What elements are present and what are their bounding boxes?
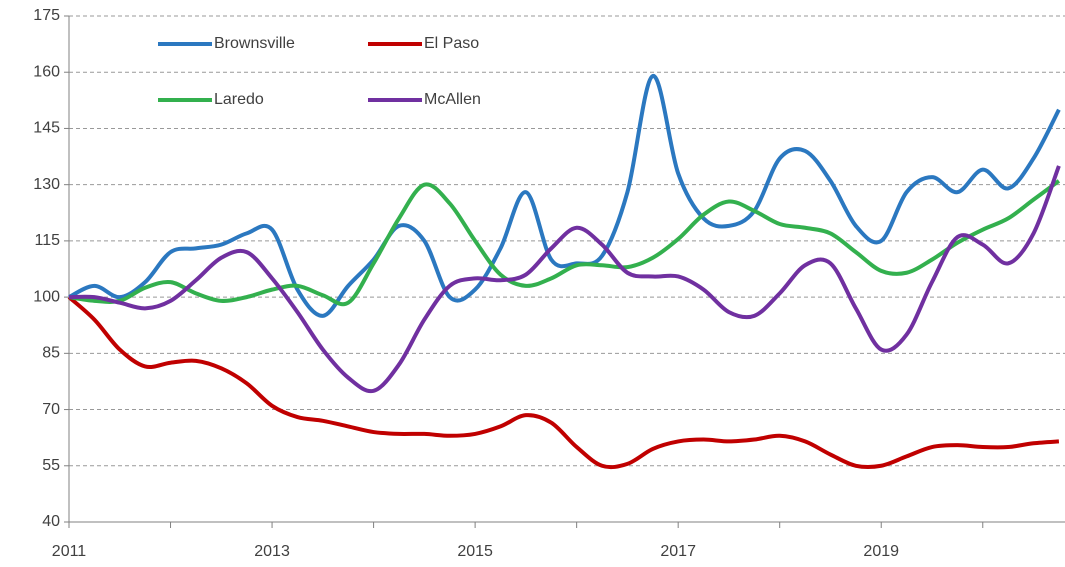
y-tick-label: 100	[33, 288, 60, 305]
y-tick-label: 160	[33, 63, 60, 80]
series-line	[67, 295, 1060, 470]
legend-label: Laredo	[214, 91, 264, 108]
series-line	[68, 165, 1061, 394]
x-tick-label: 2019	[863, 543, 899, 560]
x-tick-label: 2013	[254, 543, 290, 560]
x-tick-label: 2011	[52, 543, 87, 560]
y-tick-label: 85	[42, 345, 60, 362]
legend-label: McAllen	[424, 91, 481, 108]
legend-label: Brownsville	[214, 35, 295, 52]
legend-label: El Paso	[424, 35, 479, 52]
series-line	[68, 73, 1061, 318]
series-line	[68, 179, 1061, 307]
y-tick-label: 145	[33, 120, 60, 137]
x-tick-label: 2015	[457, 543, 493, 560]
x-tick-label: 2017	[660, 543, 696, 560]
y-tick-label: 55	[42, 457, 60, 474]
y-tick-label: 115	[34, 232, 60, 249]
y-tick-label: 130	[33, 176, 60, 193]
y-tick-label: 175	[33, 7, 60, 24]
y-tick-label: 70	[42, 401, 60, 418]
y-tick-label: 40	[42, 513, 60, 530]
